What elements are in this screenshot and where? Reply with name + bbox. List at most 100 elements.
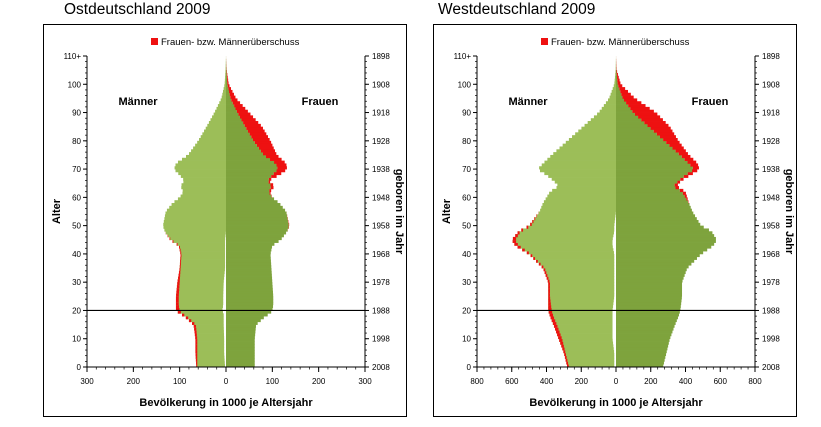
bar-men-age-74 [550, 154, 616, 159]
bar-women-age-57 [616, 203, 690, 207]
bar-men-surplus-age-36 [538, 262, 541, 266]
y2-tick-label: 1918 [762, 109, 780, 118]
y2-tick-label: 1988 [372, 306, 390, 315]
bar-men-age-72 [544, 160, 616, 164]
bar-women-age-71 [616, 163, 691, 167]
bar-men-age-24 [175, 296, 224, 300]
bar-women-age-91 [616, 106, 631, 111]
bar-men-surplus-age-30 [177, 279, 180, 283]
bar-women-age-97 [226, 89, 230, 94]
bar-women-age-8 [226, 341, 255, 345]
bar-men-age-72 [177, 160, 226, 164]
bar-women-surplus-age-74 [681, 154, 691, 159]
bar-women-age-72 [226, 160, 275, 164]
bar-women-age-44 [226, 239, 279, 243]
bar-women-age-61 [226, 191, 270, 195]
bar-men-age-77 [193, 146, 226, 150]
bar-women-age-29 [616, 282, 683, 286]
bar-women-age-103 [616, 72, 617, 77]
y-tick-label: 10 [72, 335, 81, 344]
bar-women-surplus-age-83 [653, 129, 673, 133]
bar-men-age-89 [213, 112, 226, 116]
bar-men-age-0 [567, 364, 615, 368]
x-tick-label: 800 [470, 377, 484, 386]
bar-women-age-83 [226, 129, 248, 133]
bar-men-surplus-age-10 [195, 335, 198, 340]
bar-men-age-93 [605, 101, 616, 105]
bar-men-age-61 [182, 191, 226, 195]
bar-women-surplus-age-75 [262, 152, 277, 156]
chart-svg-east: 0 10 20 30 40 50 60 70 80 90 100 110+ 2008 1998 1988 19… [51, 37, 405, 409]
bar-women-age-79 [226, 140, 255, 144]
bar-men-age-55 [166, 208, 226, 212]
bar-men-age-53 [536, 214, 616, 218]
y-tick-label: 100 [458, 80, 472, 89]
bar-women-surplus-age-104 [616, 70, 618, 74]
bar-men-age-64 [181, 183, 226, 187]
bar-women-surplus-age-78 [256, 143, 273, 147]
bar-men-age-65 [554, 180, 616, 184]
x-tick-label: 200 [127, 377, 141, 386]
bar-men-age-68 [178, 171, 226, 176]
bar-women-age-18 [226, 313, 268, 317]
bar-women-surplus-age-68 [687, 171, 693, 176]
bar-women-age-59 [226, 197, 275, 201]
bar-men-age-22 [175, 301, 224, 306]
bar-women-surplus-age-73 [270, 157, 282, 161]
bar-women-age-55 [226, 208, 286, 212]
bar-men-age-29 [177, 282, 224, 286]
bar-women-age-62 [226, 188, 270, 193]
bar-women-age-76 [226, 149, 261, 153]
bar-men-age-91 [216, 106, 226, 111]
bar-women-age-23 [616, 299, 682, 303]
bar-women-age-84 [226, 126, 247, 130]
bar-women-age-65 [226, 180, 269, 184]
y2-tick-label: 1948 [372, 193, 390, 202]
y2-tick-label: 1998 [372, 335, 390, 344]
bar-women-age-98 [616, 87, 620, 91]
bar-women-surplus-age-63 [270, 186, 274, 190]
y2-tick-label: 1968 [372, 250, 390, 259]
bar-men-age-24 [548, 296, 615, 300]
bar-women-age-20 [226, 307, 273, 311]
bar-men-surplus-age-26 [176, 290, 180, 294]
bar-men-surplus-age-31 [546, 276, 549, 280]
bar-women-age-92 [226, 104, 235, 108]
bar-women-age-31 [226, 276, 273, 280]
bar-women-age-41 [226, 248, 272, 252]
bar-women-age-40 [616, 251, 704, 255]
bar-men-age-90 [599, 109, 616, 113]
bar-men-age-82 [575, 132, 616, 136]
bar-women-age-93 [226, 101, 233, 105]
bar-men-surplus-age-42 [517, 245, 521, 249]
bar-men-age-73 [181, 157, 226, 161]
x-axis-label: Bevölkerung in 1000 je Altersjahr [139, 397, 313, 409]
bar-men-surplus-age-14 [193, 324, 197, 328]
bar-women-age-46 [226, 234, 284, 238]
bar-men-age-83 [204, 129, 226, 133]
y-tick-label: 20 [72, 306, 81, 315]
bar-men-surplus-age-40 [526, 251, 529, 255]
x-tick-label: 300 [80, 377, 94, 386]
bar-men-age-90 [215, 109, 226, 113]
bar-women-age-4 [226, 352, 255, 357]
bar-men-age-62 [552, 188, 616, 193]
bar-women-age-61 [616, 191, 683, 195]
bar-men-surplus-age-25 [548, 293, 550, 297]
bar-women-age-94 [226, 98, 232, 102]
y-tick-label: 40 [72, 250, 81, 259]
bar-women-age-85 [616, 123, 648, 128]
y2-tick-label: 1978 [762, 278, 780, 287]
bar-men-age-80 [568, 137, 616, 142]
bar-men-surplus-age-16 [188, 318, 192, 323]
bar-men-age-52 [164, 217, 226, 221]
bar-men-age-87 [210, 118, 226, 122]
bar-men-surplus-age-8 [195, 341, 198, 345]
bar-women-age-73 [226, 157, 271, 161]
bar-women-age-70 [226, 166, 278, 170]
chart-svg-west: 0 10 20 30 40 50 60 70 80 90 100 110+ 2008 1998 1988 19… [441, 37, 795, 409]
bar-women-age-33 [226, 270, 272, 275]
bar-women-age-95 [616, 95, 623, 99]
bar-men-age-23 [175, 299, 224, 303]
bar-women-surplus-age-63 [675, 186, 679, 190]
